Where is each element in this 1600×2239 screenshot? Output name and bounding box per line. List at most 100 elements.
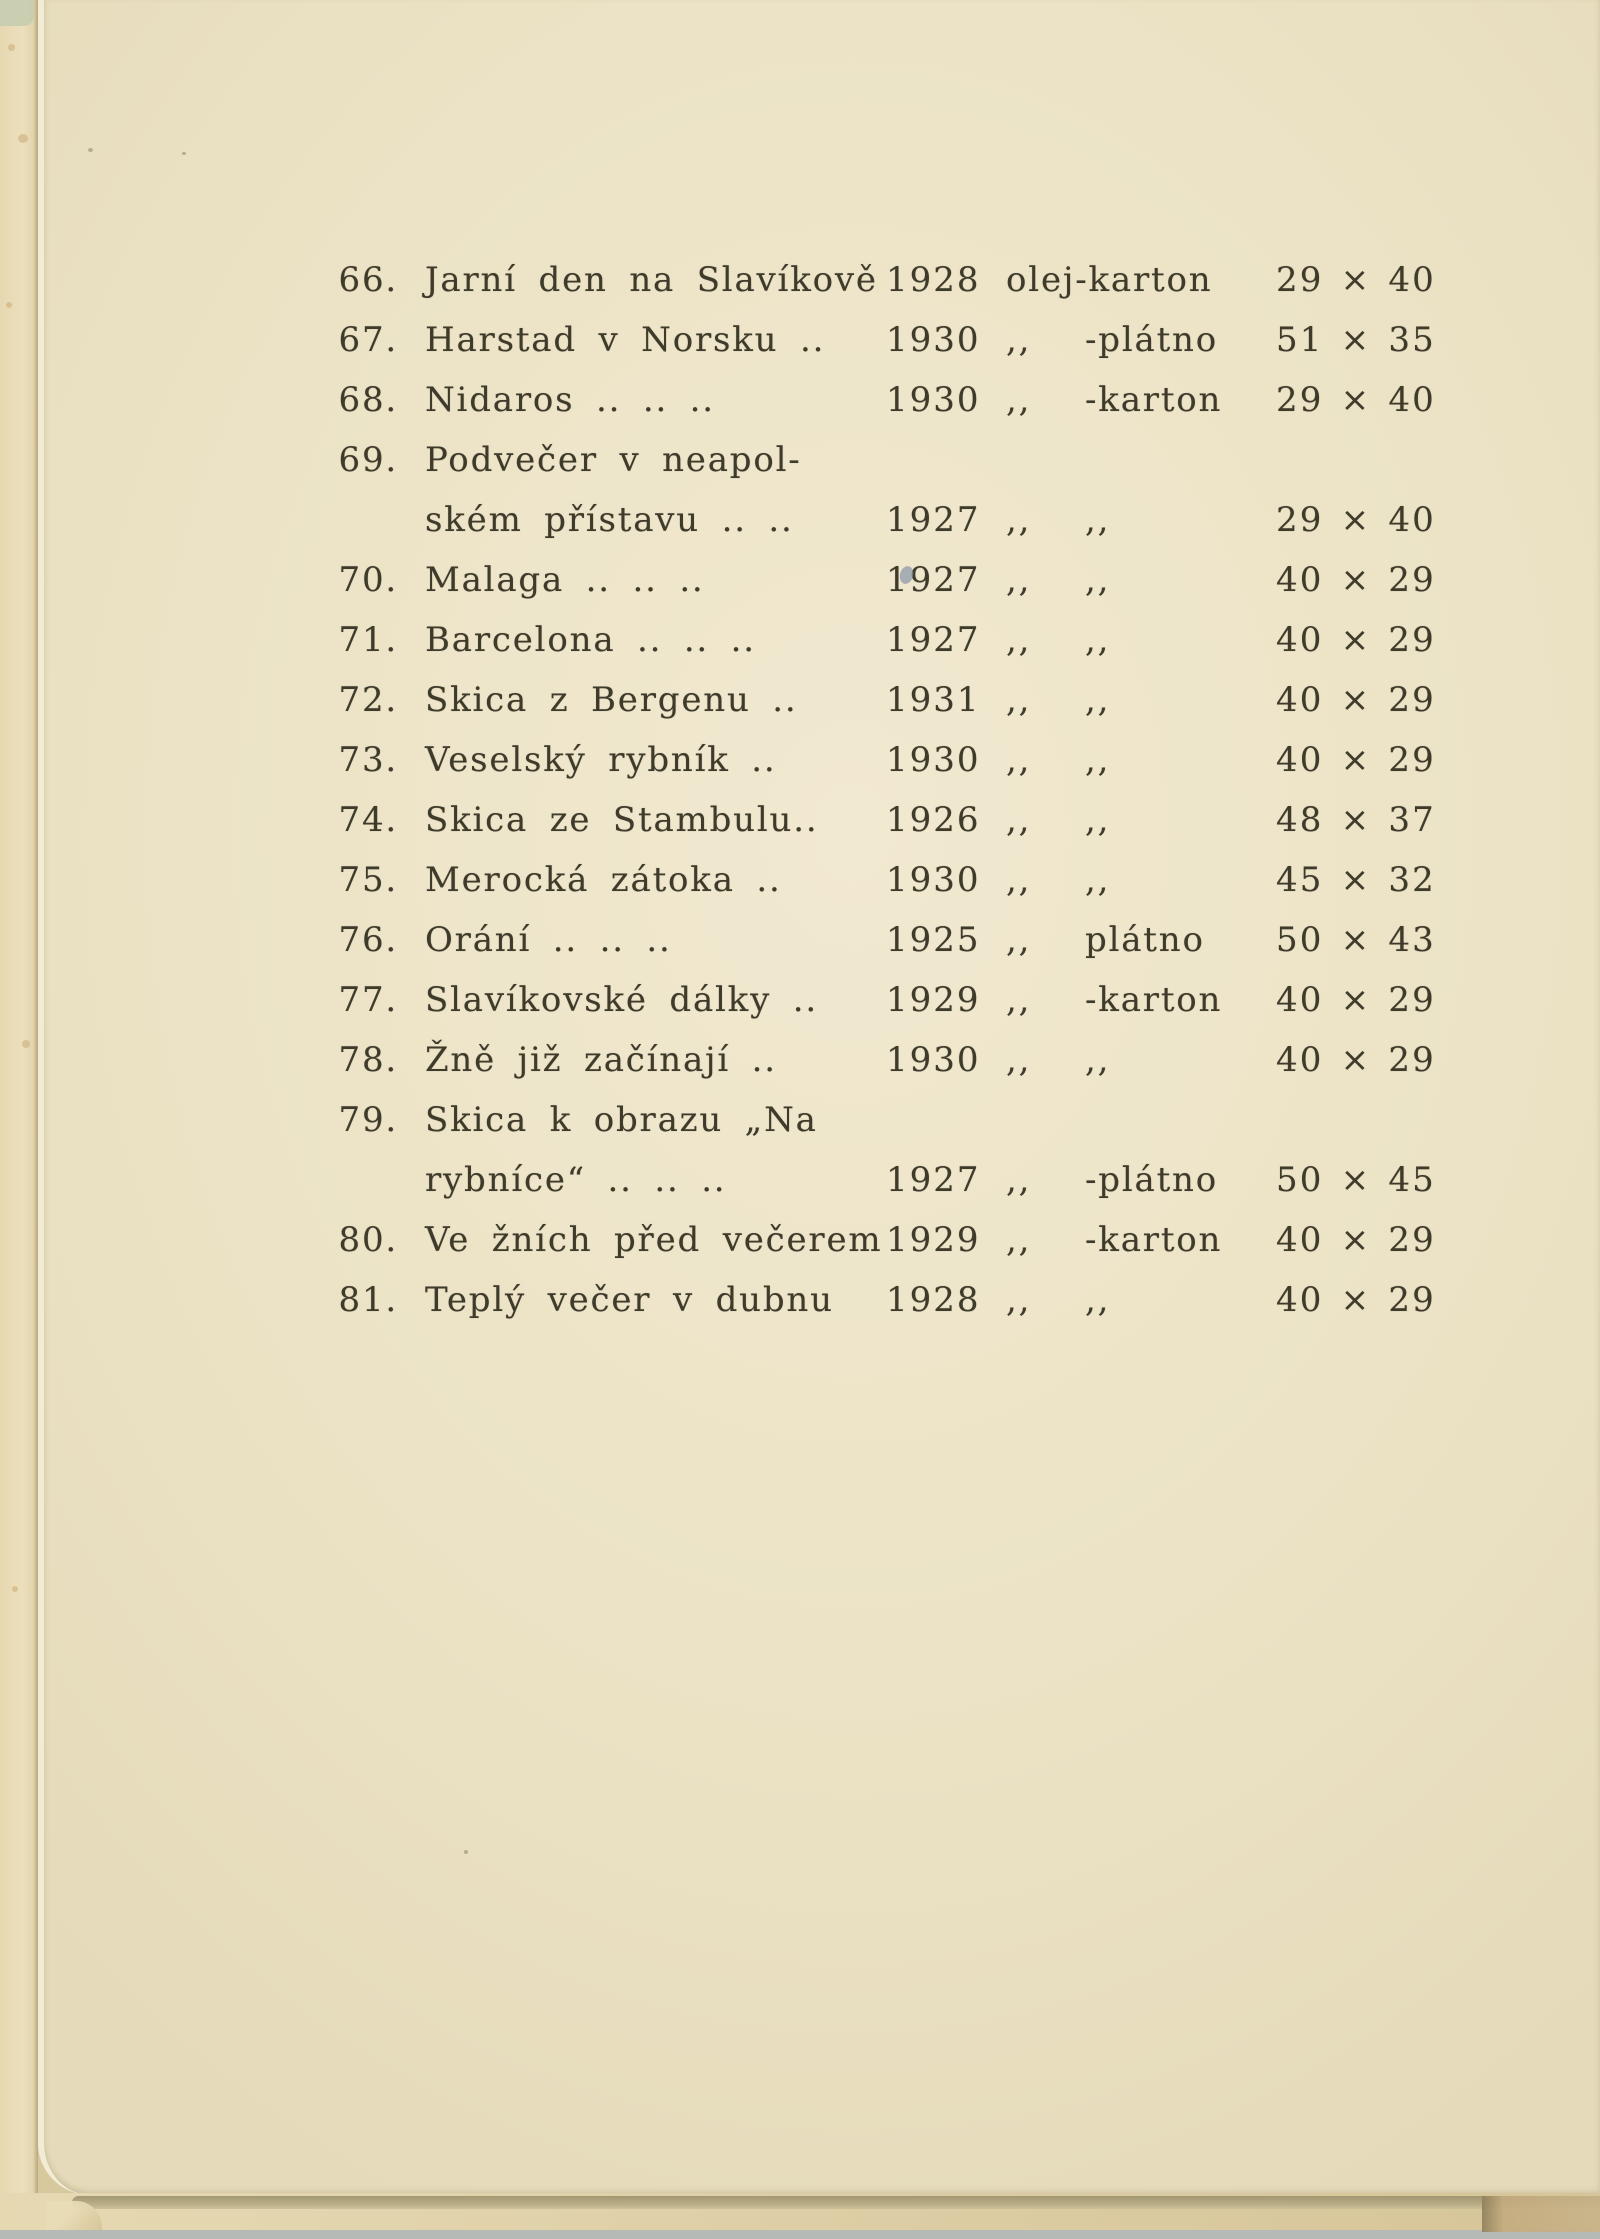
entry-medium bbox=[992, 1090, 1224, 1150]
entry-number bbox=[300, 490, 398, 550]
age-spot bbox=[22, 1040, 30, 1048]
underlying-page-edge bbox=[0, 0, 38, 2239]
entry-year: 1928 bbox=[886, 260, 981, 300]
catalog-entry-line: 66. Jarní den na Slavíkově 1928 olej-kar… bbox=[300, 250, 1550, 310]
entry-year: 1927 bbox=[886, 1160, 981, 1200]
entry-dimensions: 50 × 45 bbox=[1275, 1160, 1436, 1200]
catalog-entry-line: 80. Ve žních před večerem 1929 ,, -karto… bbox=[300, 1210, 1550, 1270]
paper-speck bbox=[182, 152, 186, 155]
entry-medium-ditto: olej-karton bbox=[1006, 260, 1213, 300]
entry-medium-type: ,, bbox=[1085, 680, 1111, 720]
scan-bottom-strip bbox=[0, 2230, 1600, 2239]
entry-medium-type: ,, bbox=[1085, 1280, 1111, 1320]
catalog-entry-line: 72. Skica z Bergenu .. 1931 ,, ,, 40 × 2… bbox=[300, 670, 1550, 730]
entry-medium-type: ,, bbox=[1085, 500, 1111, 540]
entry-medium: ,, ,, bbox=[992, 1030, 1224, 1090]
entry-dimensions: 48 × 37 bbox=[1275, 800, 1436, 840]
entry-title: Harstad v Norsku .. bbox=[425, 320, 826, 360]
entry-medium-type: ,, bbox=[1085, 860, 1111, 900]
catalog-entry-line: 77. Slavíkovské dálky .. 1929 ,, -karton… bbox=[300, 970, 1550, 1030]
entry-year: 1925 bbox=[886, 920, 981, 960]
entry-medium-type: -plátno bbox=[1085, 1160, 1219, 1200]
entry-medium: ,, -karton bbox=[992, 370, 1224, 430]
entry-dimensions: 40 × 29 bbox=[1275, 560, 1436, 600]
entry-title: Podvečer v neapol- bbox=[425, 440, 802, 480]
catalog-entry-line: 71. Barcelona .. .. .. 1927 ,, ,, 40 × 2… bbox=[300, 610, 1550, 670]
page-gutter-shadow bbox=[33, 0, 38, 2239]
entry-medium: olej-karton bbox=[992, 250, 1224, 310]
book-page bbox=[38, 0, 1600, 2195]
entry-year: 1928 bbox=[886, 1280, 981, 1320]
entry-year: 1927 bbox=[886, 500, 981, 540]
catalog-entry-line: 74. Skica ze Stambulu.. 1926 ,, ,, 48 × … bbox=[300, 790, 1550, 850]
catalog-entry-line: 69. Podvečer v neapol- bbox=[300, 430, 1550, 490]
entry-medium-type: ,, bbox=[1085, 560, 1111, 600]
entry-medium-type: ,, bbox=[1085, 1040, 1111, 1080]
entry-year: 1926 bbox=[886, 800, 981, 840]
entry-medium: ,, plátno bbox=[992, 910, 1224, 970]
entry-medium-ditto: ,, bbox=[1006, 920, 1032, 960]
entry-title: ském přístavu .. .. bbox=[425, 500, 794, 540]
entry-medium: ,, ,, bbox=[992, 610, 1224, 670]
entry-title: Žně již začínají .. bbox=[425, 1040, 777, 1080]
entry-year bbox=[886, 1090, 978, 1150]
entry-dimensions: 40 × 29 bbox=[1275, 740, 1436, 780]
entry-number: 81. bbox=[338, 1280, 398, 1320]
entry-number: 76. bbox=[338, 920, 398, 960]
entry-number: 78. bbox=[338, 1040, 398, 1080]
paper-speck bbox=[88, 148, 93, 152]
entry-year: 1927 bbox=[886, 620, 981, 660]
entry-medium-ditto bbox=[992, 430, 1085, 490]
entry-dimensions: 40 × 29 bbox=[1275, 980, 1436, 1020]
entry-dimensions bbox=[1224, 1090, 1436, 1150]
entry-dimensions: 50 × 43 bbox=[1275, 920, 1436, 960]
catalog-entry-line: 76. Orání .. .. .. 1925 ,, plátno 50 × 4… bbox=[300, 910, 1550, 970]
entry-medium-ditto: ,, bbox=[1006, 860, 1032, 900]
entry-title: Skica ze Stambulu.. bbox=[425, 800, 819, 840]
entry-dimensions: 45 × 32 bbox=[1275, 860, 1436, 900]
entry-year: 1931 bbox=[886, 680, 981, 720]
entry-number: 71. bbox=[338, 620, 398, 660]
entry-dimensions: 40 × 29 bbox=[1275, 680, 1436, 720]
entry-title: Nidaros .. .. .. bbox=[425, 380, 715, 420]
bottom-left-fold bbox=[46, 2201, 102, 2235]
entry-number: 73. bbox=[338, 740, 398, 780]
entry-medium-ditto: ,, bbox=[1006, 740, 1032, 780]
entry-medium-ditto: ,, bbox=[1006, 680, 1032, 720]
entry-medium-type: ,, bbox=[1085, 620, 1111, 660]
entry-title: Slavíkovské dálky .. bbox=[425, 980, 818, 1020]
paper-speck bbox=[464, 1850, 468, 1854]
entry-dimensions: 51 × 35 bbox=[1275, 320, 1436, 360]
entry-medium-ditto: ,, bbox=[1006, 1220, 1032, 1260]
entry-medium: ,, ,, bbox=[992, 490, 1224, 550]
entry-medium-ditto: ,, bbox=[1006, 1160, 1032, 1200]
entry-year: 1929 bbox=[886, 980, 981, 1020]
catalog-entry-line: 73. Veselský rybník .. 1930 ,, ,, 40 × 2… bbox=[300, 730, 1550, 790]
page-corner-discoloration bbox=[0, 0, 34, 26]
entry-dimensions: 29 × 40 bbox=[1275, 260, 1436, 300]
entry-number: 79. bbox=[338, 1100, 398, 1140]
entry-year: 1930 bbox=[886, 320, 981, 360]
catalog-entry-line: 79. Skica k obrazu „Na bbox=[300, 1090, 1550, 1150]
entry-medium: ,, ,, bbox=[992, 790, 1224, 850]
age-spot bbox=[18, 134, 28, 143]
entry-year: 1930 bbox=[886, 740, 981, 780]
entry-year: 1929 bbox=[886, 1220, 981, 1260]
entry-year: 1930 bbox=[886, 860, 981, 900]
entry-number: 68. bbox=[338, 380, 398, 420]
entry-medium-ditto: ,, bbox=[1006, 620, 1032, 660]
entry-dimensions: 40 × 29 bbox=[1275, 1040, 1436, 1080]
entry-number: 74. bbox=[338, 800, 398, 840]
entry-title: Merocká zátoka .. bbox=[425, 860, 782, 900]
entry-title: rybníce“ .. .. .. bbox=[425, 1160, 727, 1200]
entry-number bbox=[300, 1150, 398, 1210]
page-bottom-shadow bbox=[72, 2196, 1600, 2209]
entry-number: 66. bbox=[338, 260, 398, 300]
entry-medium-type: -plátno bbox=[1085, 320, 1219, 360]
catalog-entry-line: 75. Merocká zátoka .. 1930 ,, ,, 45 × 32 bbox=[300, 850, 1550, 910]
catalog-list: 66. Jarní den na Slavíkově 1928 olej-kar… bbox=[300, 250, 1550, 1330]
entry-dimensions: 29 × 40 bbox=[1275, 380, 1436, 420]
entry-medium-type: ,, bbox=[1085, 740, 1111, 780]
entry-title: Malaga .. .. .. bbox=[425, 560, 705, 600]
